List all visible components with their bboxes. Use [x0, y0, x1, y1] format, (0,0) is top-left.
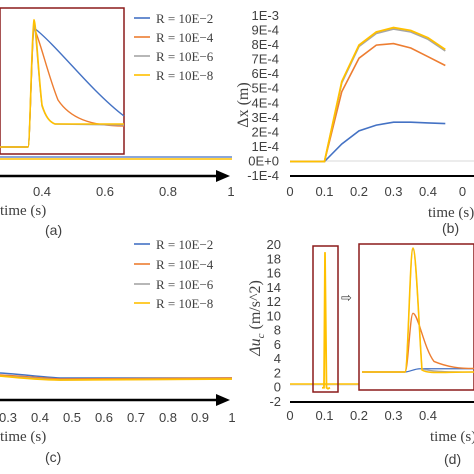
panel-d-ylabel-main: Δu — [247, 338, 264, 356]
legend-label-r2: R = 10E−4 — [156, 30, 214, 45]
panel-b-xtick: 0.2 — [350, 184, 368, 199]
panel-b-caption: (b) — [442, 220, 459, 236]
legend-label-r4: R = 10E−8 — [156, 68, 213, 83]
panel-b-ytick: 0E+0 — [248, 153, 279, 168]
panel-b-ytick: 6E-4 — [252, 66, 279, 81]
panel-d-xlabel: time (s) — [430, 429, 474, 445]
panel-a-legend: R = 10E−2 R = 10E−4 R = 10E−6 R = 10E−8 — [134, 11, 214, 83]
panel-d-ytick: 0 — [274, 380, 281, 395]
panel-d-xtick: 0.2 — [350, 408, 368, 423]
panel-d-ytick: 16 — [267, 266, 281, 281]
panel-b-ylabel: Δx (m) — [235, 82, 252, 127]
panel-b-ytick: 2E-4 — [252, 124, 279, 139]
panel-b-ytick: 5E-4 — [252, 81, 279, 96]
panel-d-ylabel-sub: c — [255, 333, 267, 338]
panel-c-xtick: 0.8 — [159, 410, 177, 425]
panel-b-ytick: 3E-4 — [252, 110, 279, 125]
panel-d-xtick: 0.1 — [315, 408, 333, 423]
panel-d-xtick: 0.3 — [384, 408, 402, 423]
panel-b-series-r2 — [290, 42, 446, 163]
panel-b-ytick: 1E-3 — [252, 8, 279, 23]
panel-b-xtick: 0.4 — [419, 184, 437, 199]
panel-c-xtick: 0.3 — [0, 410, 17, 425]
panel-a: R = 10E−2 R = 10E−4 R = 10E−6 R = 10E−8 … — [0, 7, 235, 238]
panel-c-xtick: 0.5 — [63, 410, 81, 425]
panel-d-ylabel: Δuc (m/s^2) — [247, 280, 267, 357]
panel-a-inset-series-r3 — [0, 22, 125, 148]
panel-b-series-r3 — [290, 28, 446, 163]
panel-d-ytick: 6 — [274, 337, 281, 352]
panel-d-xtick: 0 — [286, 408, 293, 423]
legend-label-r3: R = 10E−6 — [156, 49, 214, 64]
panel-b-ytick: 1E-4 — [252, 139, 279, 154]
panel-d-ytick: 8 — [274, 323, 281, 338]
panel-d-zoom-box — [312, 245, 339, 393]
panel-b-ytick: 7E-4 — [252, 52, 279, 67]
panel-c-xtick: 0.7 — [127, 410, 145, 425]
legend-label-r1: R = 10E−2 — [156, 11, 213, 26]
panel-b-x-ticks: 0 0.1 0.2 0.3 0.4 0 — [286, 184, 466, 199]
panel-b-ytick: 9E-4 — [252, 23, 279, 38]
panel-d-x-ticks: 0 0.1 0.2 0.3 0.4 — [286, 408, 437, 423]
panel-c-series-r1 — [0, 372, 232, 379]
panel-a-xtick-3: 1 — [227, 184, 234, 199]
panel-d-ytick: 4 — [274, 351, 281, 366]
panel-a-inset-series-r4 — [0, 18, 124, 148]
panel-c-xtick: 0.4 — [31, 410, 49, 425]
panel-d-xtick: 0.4 — [419, 408, 437, 423]
panel-a-xlabel: time (s) — [0, 203, 46, 219]
panel-a-caption: (a) — [45, 222, 62, 238]
panel-a-inset-series-r1 — [0, 27, 125, 148]
panel-d-caption: (d) — [444, 451, 461, 467]
panel-d-ytick: 14 — [267, 280, 281, 295]
panel-d-inset-series-r4 — [362, 247, 474, 374]
panel-c-xtick: 0.6 — [95, 410, 113, 425]
legend-label-r3: R = 10E−6 — [156, 277, 214, 292]
panel-b-y-ticks: 1E-39E-48E-47E-46E-45E-44E-43E-42E-41E-4… — [247, 8, 279, 183]
panel-b-series-r4 — [290, 26, 446, 163]
panel-d-ytick: -2 — [269, 394, 281, 409]
legend-label-r1: R = 10E−2 — [156, 237, 213, 252]
panel-a-inset-series-r2 — [0, 26, 125, 148]
panel-c-x-axis-arrowhead — [216, 394, 230, 406]
panel-a-x-axis-arrowhead — [216, 170, 230, 182]
panel-d-ytick: 2 — [274, 365, 281, 380]
panel-b-series-r1 — [290, 121, 446, 163]
panel-b-xtick: 0 — [459, 184, 466, 199]
panel-d-ytick: 10 — [267, 308, 281, 323]
panel-d-ylabel-unit: (m/s^2) — [247, 280, 264, 329]
panel-c: R = 10E−2 R = 10E−4 R = 10E−6 R = 10E−8 … — [0, 237, 236, 465]
panel-a-xtick-1: 0.6 — [96, 184, 114, 199]
panel-b-xtick: 0 — [286, 184, 293, 199]
panel-b-xtick: 0.3 — [384, 184, 402, 199]
panel-c-series-r4 — [0, 375, 233, 381]
panel-d-ytick: 18 — [267, 251, 281, 266]
panel-b-xlabel: time (s) — [428, 205, 474, 221]
panel-c-xlabel: time (s) — [0, 429, 46, 445]
panel-a-xtick-2: 0.8 — [159, 184, 177, 199]
panel-b: 1E-39E-48E-47E-46E-45E-44E-43E-42E-41E-4… — [235, 8, 474, 236]
panel-c-legend: R = 10E−2 R = 10E−4 R = 10E−6 R = 10E−8 — [134, 237, 214, 311]
panel-c-caption: (c) — [45, 449, 61, 465]
panel-d-series-r4-spike — [322, 252, 331, 390]
panel-b-ytick: 4E-4 — [252, 95, 279, 110]
panel-b-xtick: 0.1 — [315, 184, 333, 199]
panel-c-series-r2 — [0, 374, 233, 380]
panel-c-x-ticks: 0.3 0.4 0.5 0.6 0.7 0.8 0.9 1 — [0, 410, 236, 425]
legend-label-r2: R = 10E−4 — [156, 257, 214, 272]
panel-c-xtick: 0.9 — [191, 410, 209, 425]
panel-b-ytick: 8E-4 — [252, 37, 279, 52]
panel-b-ytick: -1E-4 — [247, 168, 279, 183]
panel-a-inset-box — [0, 7, 125, 155]
panel-c-xtick: 1 — [228, 410, 235, 425]
panel-a-xtick-0: 0.4 — [33, 184, 51, 199]
panel-d-ytick: 12 — [267, 294, 281, 309]
legend-label-r4: R = 10E−8 — [156, 296, 213, 311]
panel-d-ytick: 20 — [267, 237, 281, 252]
panel-d-arrow-icon: ⇨ — [341, 290, 352, 305]
